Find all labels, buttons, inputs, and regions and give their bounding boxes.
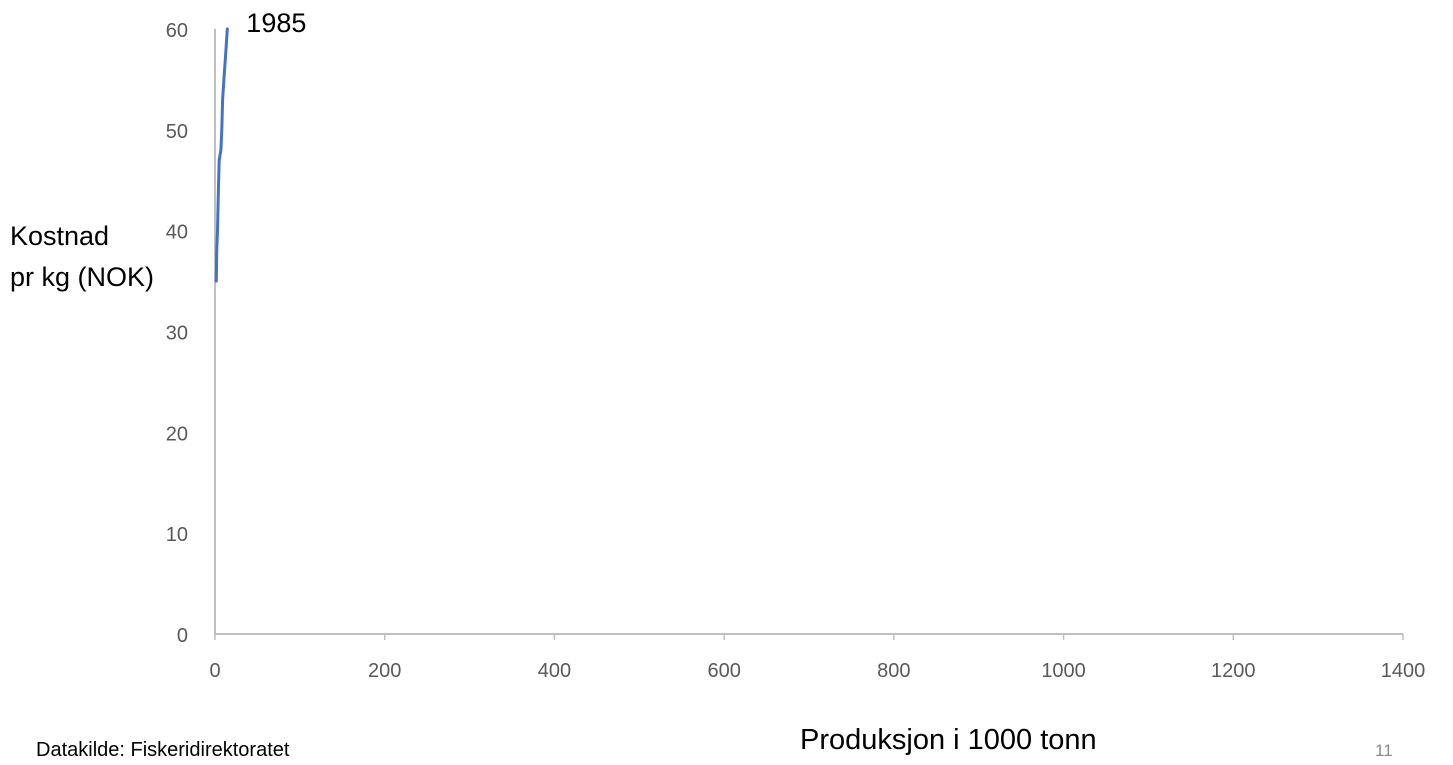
x-tick-label: 1400 (1381, 660, 1426, 682)
y-axis: 0 10 20 30 40 50 60 (166, 20, 216, 647)
x-tick-label: 0 (209, 660, 220, 682)
x-axis-title: Produksjon i 1000 tonn (800, 724, 1097, 756)
y-axis-title: Kostnad pr kg (NOK) (10, 216, 200, 298)
y-axis-title-line-1: Kostnad (10, 221, 110, 251)
x-tick-label: 1000 (1041, 660, 1086, 682)
x-tick-label: 1200 (1211, 660, 1256, 682)
x-tick-label: 800 (877, 660, 910, 682)
x-axis: 0 200 400 600 800 1000 1200 1400 (209, 633, 1426, 682)
x-tick-label: 600 (707, 660, 740, 682)
x-tick-label: 400 (538, 660, 571, 682)
y-tick-label: 50 (166, 121, 188, 143)
y-axis-title-line-2: pr kg (NOK) (10, 262, 155, 292)
year-annotation: 1985 (246, 8, 306, 38)
data-source-note: Datakilde: Fiskeridirektoratet (36, 739, 290, 761)
y-tick-label: 0 (177, 625, 188, 647)
series-layer (214, 27, 229, 283)
y-tick-label: 30 (166, 323, 188, 345)
y-tick-label: 40 (166, 222, 188, 244)
x-tick-label: 200 (368, 660, 401, 682)
series-line-1 (214, 27, 229, 283)
page-number: 11 (1375, 741, 1393, 760)
y-tick-label: 10 (166, 524, 188, 546)
y-tick-label: 60 (166, 20, 188, 42)
y-tick-label: 20 (166, 423, 188, 445)
annotation-layer: 1985 (246, 8, 306, 38)
